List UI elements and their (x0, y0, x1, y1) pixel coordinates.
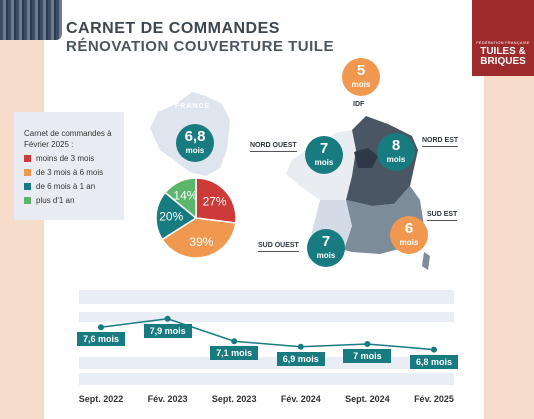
region-label-idf: IDF (353, 101, 365, 108)
brand-name-line2: BRIQUES (480, 56, 526, 67)
timeline-value-label: 7,9 mois (143, 323, 192, 338)
sud-est-bubble: 6 mois (390, 216, 428, 254)
timeline-band (79, 357, 454, 369)
legend-item: de 3 mois à 6 mois (24, 168, 103, 180)
nord-ouest-bubble: 7 mois (305, 136, 343, 174)
national-average-value: 6,8 (184, 128, 206, 145)
timeline-value-label: 6,9 mois (276, 351, 325, 366)
idf-unit: mois (351, 80, 371, 89)
nord-est-bubble: 8 mois (377, 133, 415, 171)
legend-title: Carnet de commandes à Février 2025 : (24, 129, 112, 149)
region-label-sud-est: SUD EST (427, 211, 458, 221)
sud-est-unit: mois (399, 238, 419, 247)
timeline-x-label: Sept. 2023 (211, 394, 257, 404)
timeline-value-label: 7,6 mois (77, 332, 125, 347)
legend-item-label: de 6 mois à 1 an (36, 182, 96, 191)
region-name-sud-ouest: SUD OUEST (258, 242, 299, 249)
sud-ouest-unit: mois (316, 251, 336, 260)
region-name-sud-est: SUD EST (427, 211, 458, 218)
region-underline (258, 251, 299, 252)
timeline-band (79, 373, 454, 385)
legend-item-label: de 3 mois à 6 mois (36, 168, 104, 177)
timeline-x-label: Fév. 2023 (147, 394, 188, 404)
pie-slice-3 (164, 177, 197, 220)
pie-slice-label: 14% (173, 189, 197, 203)
region-label-sud-ouest: SUD OUEST (258, 242, 299, 252)
nord-est-value: 8 (391, 137, 401, 154)
idf-value: 5 (356, 62, 366, 79)
timeline-value-label: 7 mois (343, 349, 392, 363)
brand-name: TUILES & BRIQUES (472, 47, 534, 67)
region-underline (250, 151, 297, 152)
timeline-x-label: Fév. 2025 (414, 394, 454, 404)
timeline-value-label: 7,1 mois (210, 346, 259, 361)
legend-swatch (24, 183, 31, 190)
brand-name-line1: TUILES & (480, 46, 526, 57)
legend-item-label: plus d'1 an (36, 196, 75, 205)
timeline-x-label: Sept. 2022 (78, 394, 124, 404)
region-name-nord-ouest: NORD OUEST (250, 142, 297, 149)
page-title: CARNET DE COMMANDES (66, 20, 280, 37)
france-map-label: FRANCE (175, 103, 211, 110)
timeline-value-label: 6,8 mois (410, 354, 458, 369)
pie-slice-label: 20% (159, 209, 183, 223)
sud-ouest-value: 7 (321, 233, 331, 250)
legend-box: Carnet de commandes à Février 2025 : moi… (14, 112, 124, 220)
legend-swatch (24, 169, 31, 176)
legend-item: moins de 3 mois (24, 154, 94, 166)
legend-item: de 6 mois à 1 an (24, 182, 95, 194)
nord-est-unit: mois (386, 155, 406, 164)
national-average-unit: mois (185, 146, 205, 155)
timeline-x-label: Sept. 2024 (345, 394, 390, 404)
region-label-nord-ouest: NORD OUEST (250, 142, 297, 152)
roof-photo (0, 0, 62, 40)
sud-ouest-bubble: 7 mois (307, 229, 345, 267)
region-underline (422, 146, 459, 147)
pie-slice-label: 39% (189, 235, 213, 249)
timeline-band (79, 290, 454, 304)
legend-item: plus d'1 an (24, 196, 74, 208)
region-name-nord-est: NORD EST (422, 137, 459, 144)
nord-ouest-value: 7 (319, 140, 329, 157)
page-subtitle: RÉNOVATION COUVERTURE TUILE (66, 38, 334, 55)
national-average-bubble: 6,8 mois (176, 124, 214, 162)
timeline-band (79, 312, 454, 322)
brand-logo: FÉDÉRATION FRANÇAISE TUILES & BRIQUES (472, 0, 534, 76)
region-label-nord-est: NORD EST (422, 137, 459, 147)
brand-org: FÉDÉRATION FRANÇAISE (476, 40, 530, 45)
pie-slice-0 (195, 177, 237, 224)
nord-ouest-unit: mois (314, 158, 334, 167)
legend-item-label: moins de 3 mois (36, 154, 95, 163)
sud-est-value: 6 (404, 220, 414, 237)
idf-bubble: 5 mois (342, 58, 380, 96)
pie-slice-label: 27% (203, 195, 227, 209)
legend-swatch (24, 155, 31, 162)
legend-swatch (24, 197, 31, 204)
pie-chart: 27% 39% 20% 14% (155, 177, 237, 259)
pie-slice-2 (155, 191, 198, 241)
timeline-x-label: Fév. 2024 (280, 394, 321, 404)
region-underline (427, 220, 458, 221)
